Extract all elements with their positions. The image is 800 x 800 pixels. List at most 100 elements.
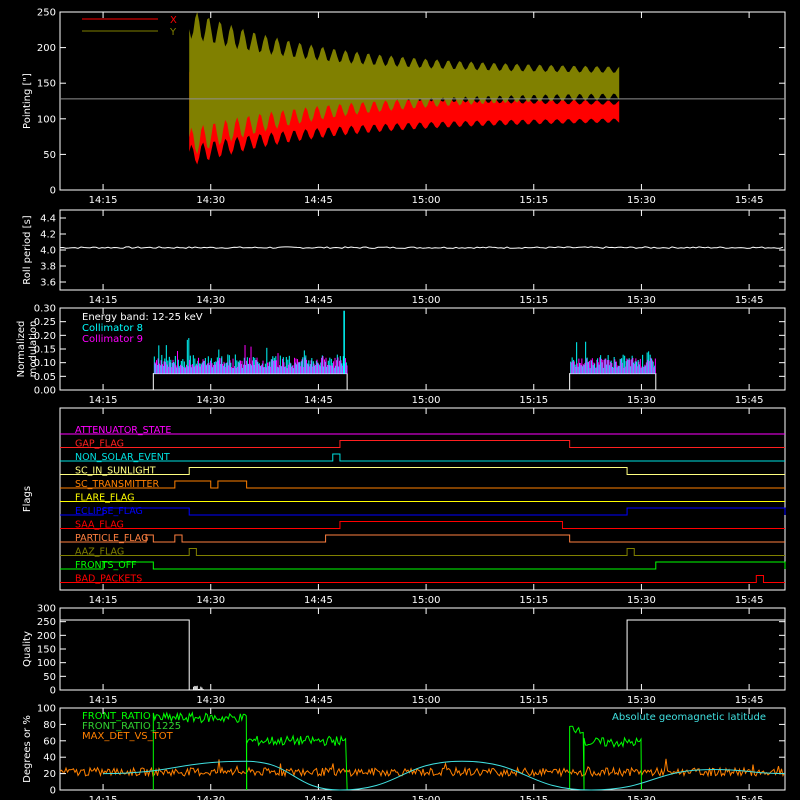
x-tick-label: 15:30 <box>627 195 656 206</box>
panel-frame <box>59 11 786 191</box>
legend-label: Collimator 8 <box>82 323 143 334</box>
x-tick-label: 14:15 <box>89 195 118 206</box>
y-tick-label: 50 <box>43 672 56 683</box>
y-axis-label: Quality <box>22 631 33 667</box>
flag-trace <box>60 507 786 516</box>
flag-trace <box>60 467 785 475</box>
y-tick-label: 200 <box>37 43 56 54</box>
x-tick-label: 15:00 <box>412 595 441 606</box>
y-pointing-series <box>189 11 620 155</box>
x-tick-label: 14:30 <box>196 595 225 606</box>
energy-band-label: Energy band: 12-25 keV <box>82 312 203 323</box>
quality-line <box>60 619 785 691</box>
y-tick-label: 3.8 <box>40 262 56 273</box>
x-tick-label: 15:30 <box>627 395 656 406</box>
legend-label: FRONT_RATIO <box>82 711 151 722</box>
legend-label: MAX_DET_VS_TOT <box>82 731 174 742</box>
flag-trace <box>60 453 785 462</box>
front-ratio-line <box>569 725 585 791</box>
flag-trace <box>60 575 785 583</box>
flag-label: SC_TRANSMITTER <box>75 479 160 490</box>
y-axis-label: modulation <box>28 321 39 378</box>
legend-label: Y <box>169 27 177 38</box>
y-tick-label: 250 <box>37 617 56 628</box>
flag-trace <box>60 534 785 543</box>
x-tick-label: 15:45 <box>735 195 764 206</box>
x-tick-label: 15:45 <box>735 795 764 800</box>
y-tick-label: 4.0 <box>40 246 56 257</box>
x-tick-label: 15:45 <box>735 595 764 606</box>
geomagnetic-latitude-line <box>103 760 786 791</box>
y-tick-label: 60 <box>43 736 56 747</box>
x-tick-label: 15:45 <box>735 295 764 306</box>
legend-label: FRONT_RATIO_1225 <box>82 721 181 732</box>
x-tick-label: 14:45 <box>304 195 333 206</box>
flag-label: BAD_PACKETS <box>75 574 142 585</box>
front-ratio-line <box>152 711 248 791</box>
x-tick-label: 14:30 <box>196 295 225 306</box>
x-tick-label: 15:45 <box>735 695 764 706</box>
y-tick-label: 0.15 <box>34 345 56 356</box>
x-pointing-series <box>189 58 620 165</box>
x-tick-label: 14:45 <box>304 295 333 306</box>
flag-label: ATTENUATOR_STATE <box>75 425 171 436</box>
legend-label: Collimator 9 <box>82 334 143 345</box>
x-tick-label: 15:15 <box>519 295 548 306</box>
y-tick-label: 0.10 <box>34 358 56 369</box>
y-tick-label: 0.20 <box>34 331 56 342</box>
x-tick-label: 14:45 <box>304 595 333 606</box>
x-tick-label: 14:15 <box>89 695 118 706</box>
y-tick-label: 50 <box>43 150 56 161</box>
panel-frame <box>59 407 786 591</box>
y-tick-label: 250 <box>37 8 56 19</box>
y-tick-label: 150 <box>37 79 56 90</box>
front-ratio-line <box>583 736 642 791</box>
x-tick-label: 15:15 <box>519 795 548 800</box>
y-tick-label: 100 <box>37 704 56 715</box>
flag-label: SAA_FLAG <box>75 520 124 531</box>
y-axis-label: Normalized <box>16 321 27 378</box>
x-tick-label: 15:45 <box>735 395 764 406</box>
flag-label: ECLIPSE_FLAG <box>75 506 143 517</box>
flag-label: GAP_FLAG <box>75 439 124 450</box>
y-tick-label: 20 <box>43 769 56 780</box>
x-tick-label: 15:30 <box>627 595 656 606</box>
flag-label: NON_SOLAR_EVENT <box>75 452 170 463</box>
x-tick-label: 14:45 <box>304 795 333 800</box>
y-axis-label: Roll period [s] <box>22 215 33 284</box>
y-tick-label: 80 <box>43 720 56 731</box>
y-tick-label: 0.05 <box>34 372 56 383</box>
x-tick-label: 14:45 <box>304 695 333 706</box>
y-tick-label: 3.6 <box>40 278 56 289</box>
x-tick-label: 15:00 <box>412 795 441 800</box>
x-tick-label: 15:30 <box>627 295 656 306</box>
x-tick-label: 15:15 <box>519 195 548 206</box>
y-tick-label: 0 <box>50 786 56 797</box>
flag-label: FRONTS_OFF <box>75 560 137 571</box>
y-tick-label: 0.00 <box>34 386 56 397</box>
y-tick-label: 0.30 <box>34 304 56 315</box>
y-tick-label: 0.25 <box>34 317 56 328</box>
x-tick-label: 15:15 <box>519 595 548 606</box>
y-axis-label: Flags <box>22 486 33 512</box>
x-tick-label: 15:00 <box>412 395 441 406</box>
roll-period-line <box>59 246 784 249</box>
y-tick-label: 300 <box>37 604 56 615</box>
max-det-vs-tot-line <box>59 758 785 778</box>
y-axis-label: Pointing ["] <box>22 73 33 129</box>
x-tick-label: 15:00 <box>412 695 441 706</box>
x-tick-label: 15:15 <box>519 395 548 406</box>
flag-label: PARTICLE_FLAG <box>75 533 148 544</box>
flag-trace <box>60 561 786 570</box>
latitude-label: Absolute geomagnetic latitude <box>612 712 766 723</box>
x-tick-label: 15:30 <box>627 795 656 800</box>
y-tick-label: 40 <box>43 753 56 764</box>
flag-label: AAZ_FLAG <box>75 547 124 558</box>
x-tick-label: 14:30 <box>196 195 225 206</box>
x-tick-label: 14:15 <box>89 295 118 306</box>
x-tick-label: 14:30 <box>196 795 225 800</box>
panel-frame <box>59 707 786 791</box>
x-tick-label: 14:15 <box>89 795 118 800</box>
y-tick-label: 4.2 <box>40 230 56 241</box>
y-tick-label: 0 <box>50 186 56 197</box>
